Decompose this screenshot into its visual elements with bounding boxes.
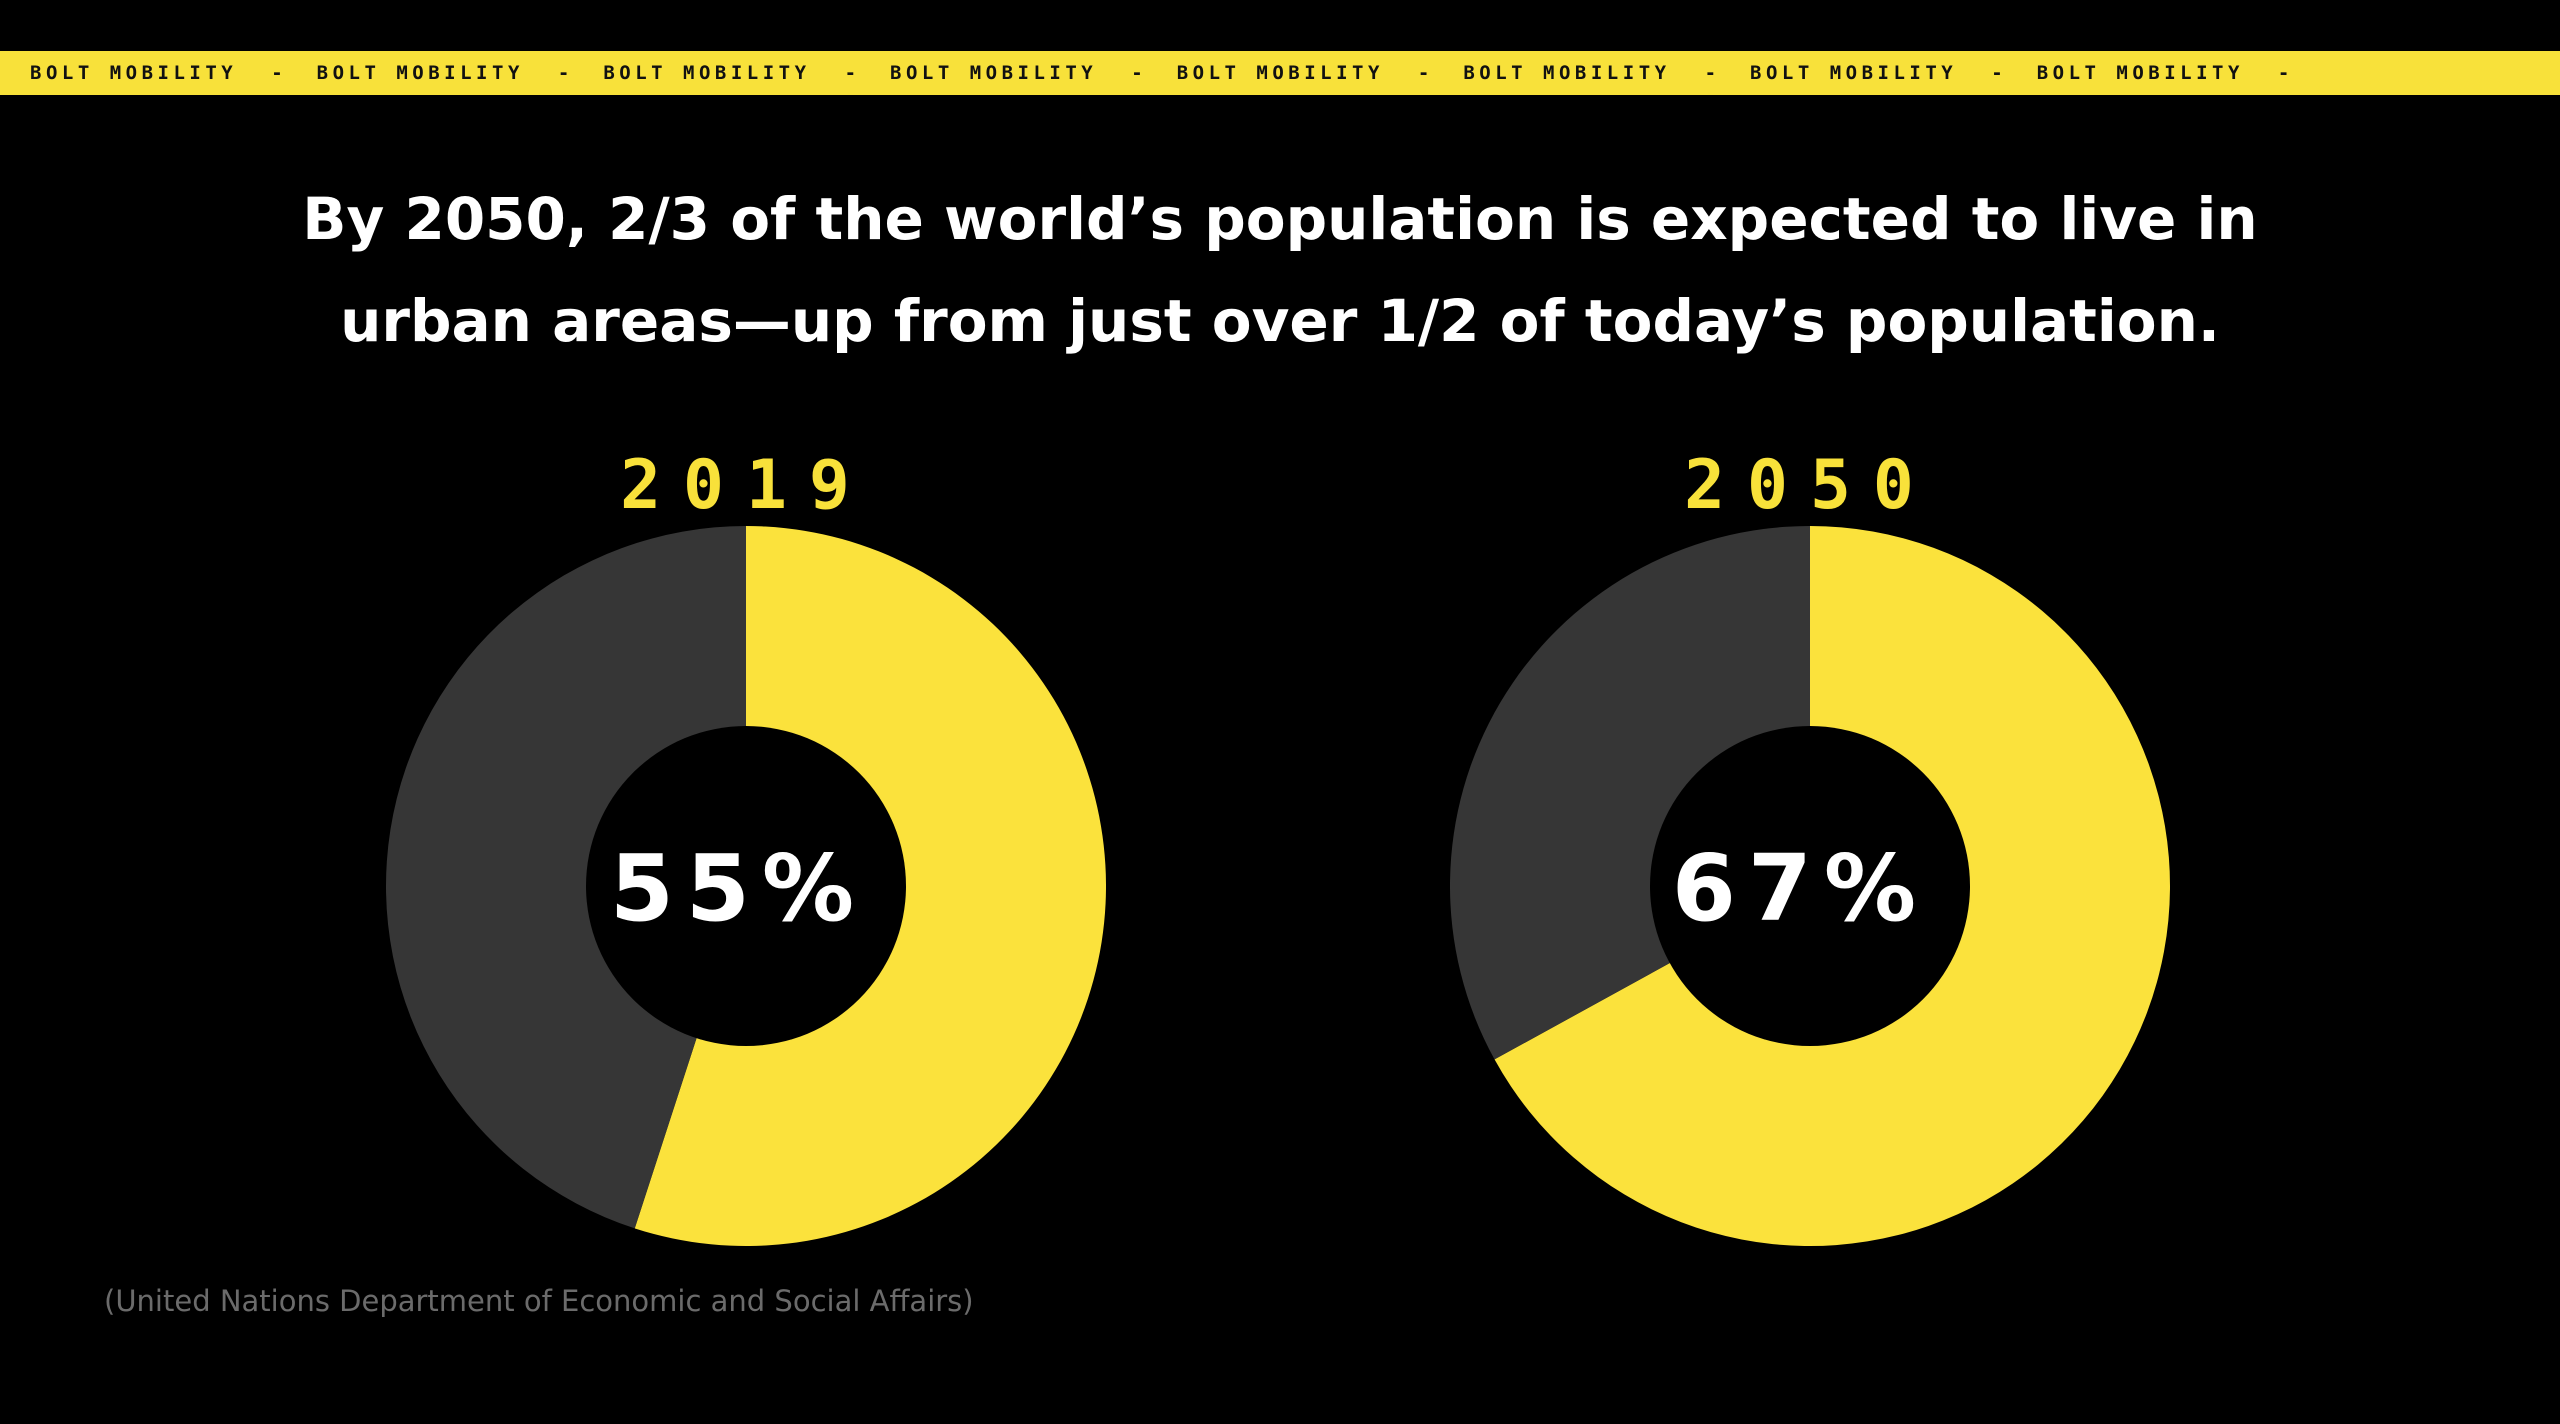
- donut-chart-2019: 2019 55%: [385, 446, 1106, 1246]
- banner-brand-text: BOLT MOBILITY: [1176, 62, 1384, 84]
- banner-separator: -: [557, 62, 570, 84]
- banner-brand-text: BOLT MOBILITY: [316, 62, 524, 84]
- banner-brand-text: BOLT MOBILITY: [30, 62, 238, 84]
- banner-brand-text: BOLT MOBILITY: [1463, 62, 1671, 84]
- banner-separator: -: [2277, 62, 2290, 84]
- donut-hole-2019: [586, 726, 906, 1046]
- headline-line-2: urban areas—up from just over 1/2 of tod…: [340, 287, 2220, 355]
- chart-title-2019: 2019: [620, 446, 872, 525]
- banner-separator: -: [1417, 62, 1430, 84]
- banner-brand-text: BOLT MOBILITY: [1750, 62, 1958, 84]
- brand-ticker-banner: BOLT MOBILITY - BOLT MOBILITY - BOLT MOBILIT…: [0, 51, 2560, 95]
- chart-title-2050: 2050: [1684, 446, 1936, 525]
- banner-brand-text: BOLT MOBILITY: [890, 62, 1098, 84]
- center-label-2050: 67%: [1672, 835, 1928, 942]
- banner-separator: -: [1704, 62, 1717, 84]
- banner-separator: -: [1131, 62, 1143, 84]
- headline-line-1: By 2050, 2/3 of the world’s population i…: [302, 185, 2258, 253]
- donut-hole-2050: [1650, 726, 1970, 1046]
- center-label-2019: 55%: [610, 835, 866, 942]
- banner-separator: -: [271, 62, 283, 84]
- donut-chart-2050: 2050 67%: [1450, 446, 2170, 1246]
- headline: By 2050, 2/3 of the world’s population i…: [200, 168, 2360, 372]
- donut-slice-2019-other: [385, 526, 746, 1229]
- banner-brand-text: BOLT MOBILITY: [2036, 62, 2244, 84]
- banner-separator: -: [844, 62, 857, 84]
- banner-brand-text: BOLT MOBILITY: [603, 62, 811, 84]
- brand-ticker-track: BOLT MOBILITY - BOLT MOBILITY - BOLT MOBILIT…: [30, 51, 2323, 95]
- source-citation: (United Nations Department of Economic a…: [104, 1284, 974, 1318]
- banner-separator: -: [1991, 62, 2003, 84]
